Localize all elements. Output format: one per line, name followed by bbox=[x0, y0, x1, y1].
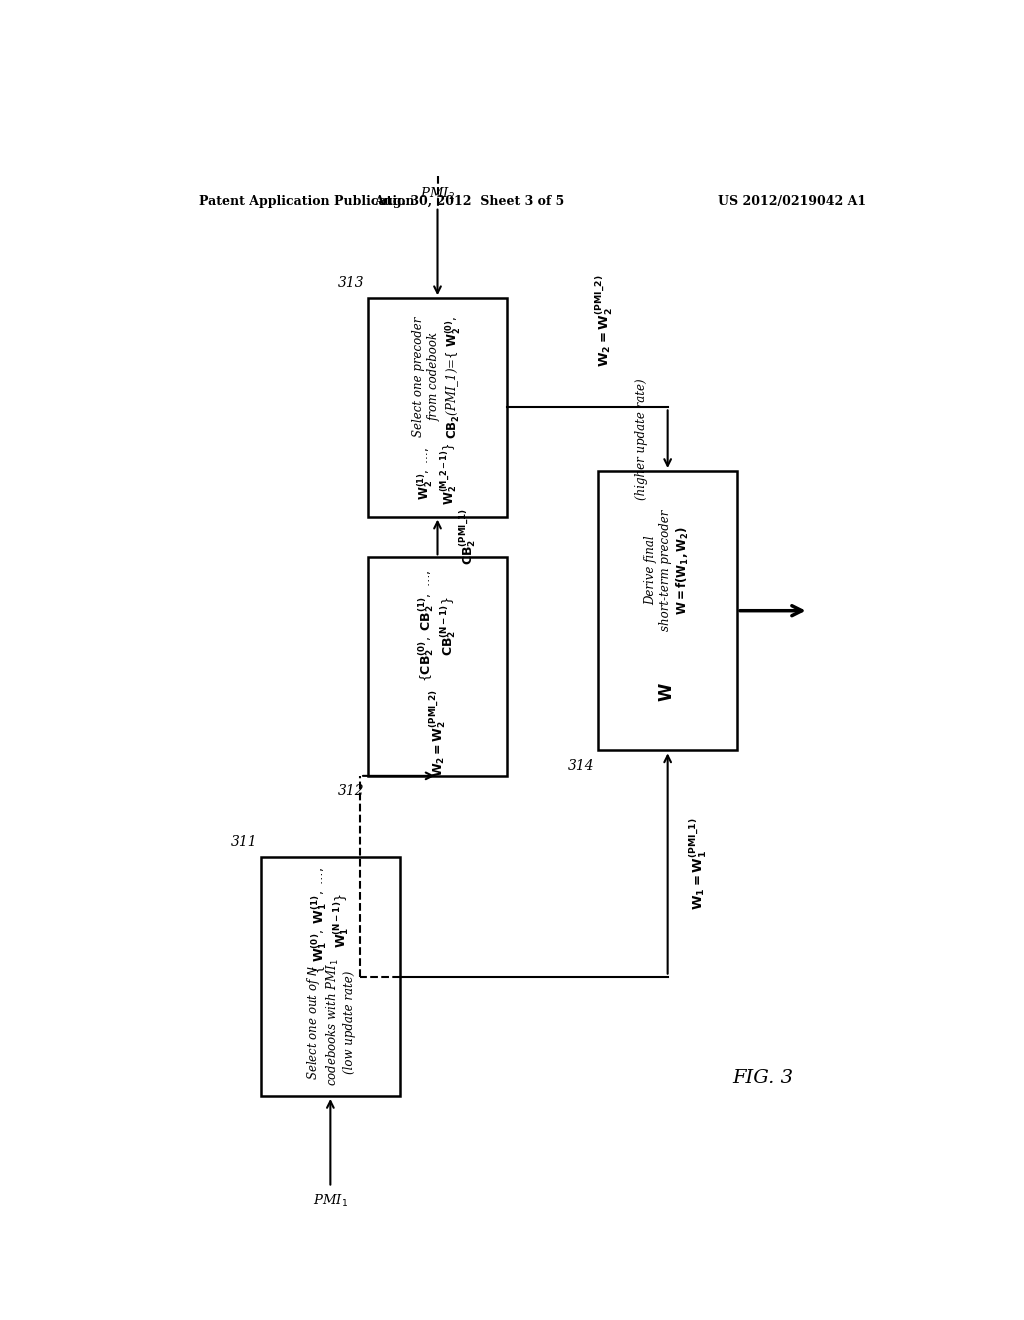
Text: Select one out of $N$
codebooks with PMI$_1$
(low update rate): Select one out of $N$ codebooks with PMI… bbox=[305, 958, 355, 1086]
Text: 312: 312 bbox=[338, 784, 365, 799]
Text: FIG. 3: FIG. 3 bbox=[732, 1069, 794, 1088]
Text: $\mathbf{W}$: $\mathbf{W}$ bbox=[659, 682, 676, 702]
Text: $\mathbf{W_2 = W_2^{(PMI\_2)}}$: $\mathbf{W_2 = W_2^{(PMI\_2)}}$ bbox=[594, 275, 614, 367]
Text: US 2012/0219042 A1: US 2012/0219042 A1 bbox=[718, 195, 866, 209]
Text: $\mathbf{W_2^{(1)}},\ \ldots,$
$\mathbf{W_2^{(M\_2-1)}}\}$: $\mathbf{W_2^{(1)}},\ \ldots,$ $\mathbf{… bbox=[416, 442, 459, 504]
Text: 314: 314 bbox=[567, 759, 594, 772]
Text: Patent Application Publication: Patent Application Publication bbox=[200, 195, 415, 209]
Bar bbox=[368, 298, 507, 516]
Text: Derive final
short-term precoder
$\mathbf{W = f(W_1, W_2)}$: Derive final short-term precoder $\mathb… bbox=[644, 510, 691, 631]
Text: $\mathbf{W_2 = W_2^{(PMI\_2)}}$: $\mathbf{W_2 = W_2^{(PMI\_2)}}$ bbox=[427, 689, 447, 776]
Text: $\mathbf{W_1 = W_1^{(PMI\_1)}}$: $\mathbf{W_1 = W_1^{(PMI\_1)}}$ bbox=[687, 817, 709, 909]
Bar bbox=[261, 857, 399, 1096]
Text: 313: 313 bbox=[338, 276, 365, 290]
Text: PMI$_2$: PMI$_2$ bbox=[420, 186, 455, 202]
Text: PMI$_1$: PMI$_1$ bbox=[313, 1192, 348, 1209]
Text: Aug. 30, 2012  Sheet 3 of 5: Aug. 30, 2012 Sheet 3 of 5 bbox=[374, 195, 564, 209]
Text: $\{\mathbf{CB_2^{(0)}},\ \mathbf{CB_2^{(1)}},\ \ldots,$
$\mathbf{CB_2^{(N-1)}}\}: $\{\mathbf{CB_2^{(0)}},\ \mathbf{CB_2^{(… bbox=[417, 570, 459, 682]
Text: $\mathbf{CB_2^{(PMI\_1)}}$: $\mathbf{CB_2^{(PMI\_1)}}$ bbox=[458, 508, 478, 565]
Text: Select one precoder
from codebook
$\mathbf{CB_2}$(PMI_1)=$\{\ \mathbf{W_2^{(0)}}: Select one precoder from codebook $\math… bbox=[413, 315, 463, 438]
Text: $\{\ \mathbf{W_1^{(0)}},\ \mathbf{W_1^{(1)}},\ \ldots,$
$\mathbf{W_1^{(N-1)}}\}$: $\{\ \mathbf{W_1^{(0)}},\ \mathbf{W_1^{(… bbox=[309, 867, 351, 974]
Bar bbox=[598, 471, 737, 751]
Text: 311: 311 bbox=[230, 836, 257, 849]
Text: (higher update rate): (higher update rate) bbox=[635, 379, 648, 500]
Bar bbox=[368, 557, 507, 776]
